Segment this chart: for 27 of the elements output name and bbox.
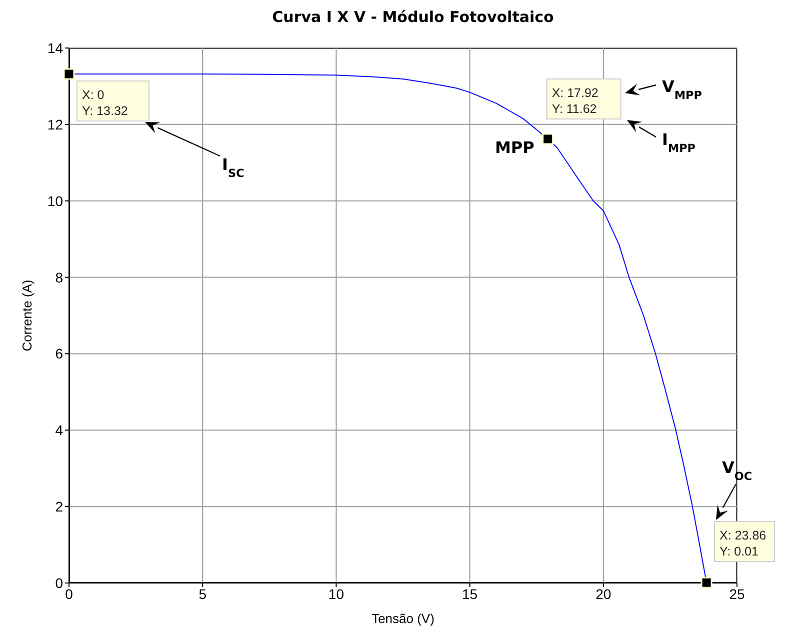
- annotation: X: 17.92 Y: 11.62: [552, 86, 598, 116]
- y-tick-label: 4: [55, 422, 64, 438]
- y-axis-title: Corrente (A): [20, 280, 35, 352]
- annotation: X: 0 Y: 13.32: [82, 88, 128, 118]
- y-tick-label: 6: [55, 346, 64, 362]
- point: [542, 133, 554, 145]
- y-tick-label: 12: [47, 116, 64, 132]
- y-tick-label: 0: [55, 574, 64, 591]
- annotation: I$_{SC}$: [222, 155, 244, 180]
- x-tick-label: 5: [198, 586, 207, 602]
- annotation: MPP: [495, 138, 535, 157]
- x-tick-label: 25: [729, 586, 745, 602]
- y-tick-label: 14: [47, 40, 64, 56]
- y-tick-label: 2: [55, 498, 64, 515]
- x-axis-title: Tensão (V): [372, 611, 434, 626]
- point: [63, 68, 75, 80]
- x-tick-label: 20: [596, 586, 612, 602]
- annotation: I$_{MPP}$: [662, 130, 696, 154]
- annotation: V$_{MPP}$: [662, 77, 702, 102]
- x-tick-label: 10: [328, 586, 344, 602]
- y-tick-label: 8: [55, 269, 64, 286]
- point: [700, 576, 712, 588]
- x-tick-label: 0: [65, 586, 74, 602]
- annotation: X: 23.86 Y: 0.01: [720, 528, 766, 559]
- y-tick-label: 10: [47, 192, 64, 209]
- chart-title: Curva I X V - Módulo Fotovoltaico: [271, 8, 555, 28]
- x-tick-label: 15: [462, 586, 478, 602]
